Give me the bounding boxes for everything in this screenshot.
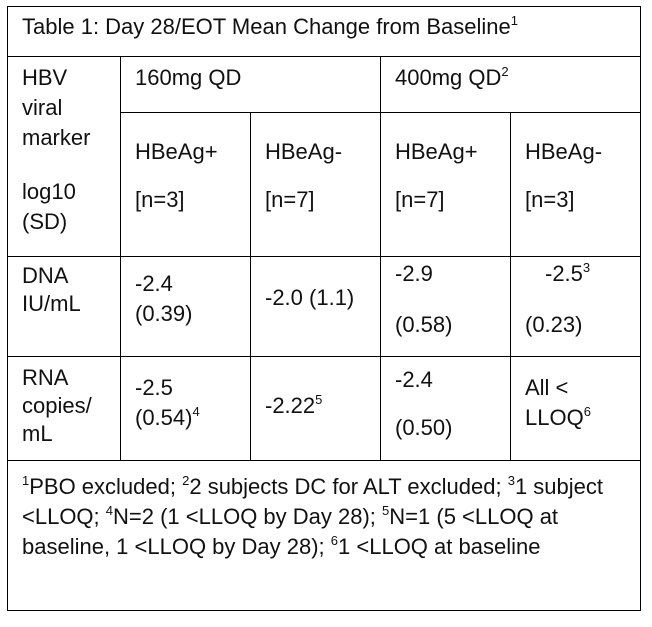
cell-value: -2.4 [395,367,433,392]
footnote-mark: 1 [22,472,30,488]
footnote-text: N=2 (1 <LLOQ by Day 28); [113,504,383,529]
row-label-dna: DNA [22,263,69,288]
footnote-text: 1 subject <LLOQ; [22,474,603,529]
footnote: 5N=1 (5 <LLOQ at baseline, 1 <LLOQ by Da… [22,504,558,559]
rule-below-title [7,56,641,57]
rule-below-dna [7,356,641,357]
footnote: 22 subjects DC for ALT excluded; [182,474,508,499]
cell-footnote-mark: 4 [192,403,200,419]
subgroup-name: HBeAg+ [135,139,218,164]
footnote-text: 2 subjects DC for ALT excluded; [189,474,508,499]
cell-value: (0.58) [395,312,453,337]
cell-value: (0.50) [395,415,453,440]
footnote-mark: 5 [382,502,390,518]
marker-header-line: HBV [22,65,68,90]
subgroup-n: [n=3] [525,187,575,212]
footnote-text: 1 <LLOQ at baseline [338,534,541,559]
cell-value: All < [525,375,569,400]
dose-400-footnote-mark: 2 [501,63,509,79]
row-label-rna: copies/ [22,393,92,418]
footnote-mark: 4 [105,502,114,518]
subgroup-name: HBeAg+ [395,139,478,164]
cell-value: -2.0 (1.1) [265,285,355,310]
rule-below-header [7,256,641,257]
cell-value: -2.53 [545,259,591,286]
row-label-rna: mL [22,421,53,446]
cell-value: -2.9 [395,261,433,286]
footnote-text: N=1 (5 <LLOQ at baseline, 1 <LLOQ by Day… [22,504,559,559]
subgroup-name: HBeAg- [525,139,603,164]
footnote-mark: 6 [330,532,339,548]
table-title: Table 1: Day 28/EOT Mean Change from Bas… [22,12,518,39]
row-label-rna: RNA [22,365,69,390]
cell-value: -2.4 [135,271,173,296]
cell-value: (0.54)4 [135,403,200,430]
cell-value: LLOQ6 [525,403,591,430]
footnote: 61 <LLOQ at baseline [331,534,541,559]
footnote-mark: 2 [182,472,190,488]
marker-header-line: log10 [22,179,76,204]
table-footnotes: 1PBO excluded; 22 subjects DC for ALT ex… [22,472,627,562]
footnote-mark: 3 [507,472,515,488]
subgroup-n: [n=3] [135,187,185,212]
cell-footnote-mark: 3 [582,259,591,275]
marker-header-line: (SD) [22,209,68,234]
rule-below-rna [7,460,641,461]
cell-value: (0.23) [525,312,583,337]
col-rule-4 [510,112,511,460]
cell-value: (0.39) [135,301,193,326]
cell-value: -2.5 [135,375,173,400]
col-rule-3 [380,56,381,460]
subgroup-n: [n=7] [395,187,445,212]
dose-160-header: 160mg QD [135,65,242,90]
footnote-text: PBO excluded; [29,474,183,499]
marker-header-line: viral [22,95,63,120]
cell-footnote-mark: 5 [315,391,323,407]
dose-400-header: 400mg QD2 [395,63,509,90]
subgroup-n: [n=7] [265,187,315,212]
marker-header-line: marker [22,125,91,150]
footnote: 4N=2 (1 <LLOQ by Day 28); [106,504,382,529]
footnote: 1PBO excluded; [22,474,182,499]
cell-footnote-mark: 6 [583,403,591,419]
title-footnote-mark: 1 [510,12,518,28]
col-rule-2 [250,112,251,460]
table-frame [7,6,641,611]
cell-value: -2.225 [265,391,323,418]
col-rule-1 [120,56,121,460]
subgroup-name: HBeAg- [265,139,343,164]
row-label-dna: IU/mL [22,291,81,316]
footnote: 31 subject <LLOQ; [22,474,603,529]
